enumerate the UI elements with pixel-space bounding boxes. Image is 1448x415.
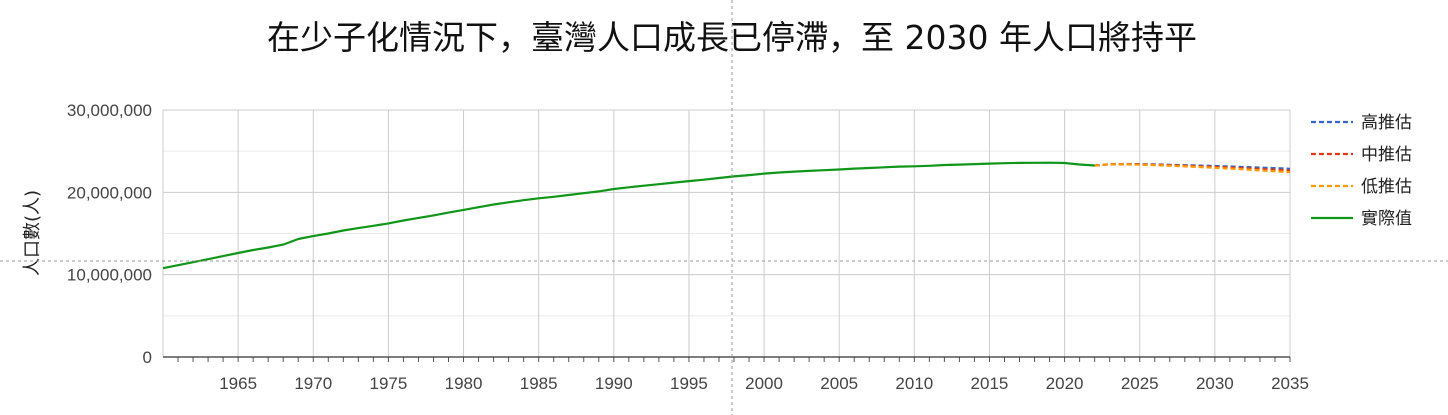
x-tick-label: 2035 [1271, 374, 1309, 393]
x-tick-label: 2000 [745, 374, 783, 393]
legend-label: 中推估 [1361, 145, 1412, 165]
x-tick-label: 2020 [1046, 374, 1084, 393]
y-tick-label: 10,000,000 [67, 266, 152, 285]
y-tick-label: 0 [143, 348, 152, 367]
grid [162, 109, 1291, 357]
legend-label: 低推估 [1361, 177, 1412, 197]
x-tick-label: 1975 [369, 374, 407, 393]
x-tick-label: 1970 [294, 374, 332, 393]
legend-label: 實際值 [1361, 209, 1412, 229]
x-tick-label: 1980 [445, 374, 483, 393]
x-tick-label: 1990 [595, 374, 633, 393]
x-tick-label: 2010 [895, 374, 933, 393]
legend-label: 高推估 [1361, 113, 1412, 133]
series-line-低推估 [1094, 163, 1291, 174]
x-tick-label: 2030 [1196, 374, 1234, 393]
axes: 0 10,000,000 20,000,000 30,000,000 1965 1970 1… [67, 101, 1309, 393]
series-line-實際值 [162, 161, 1095, 270]
y-tick-label: 30,000,000 [67, 101, 152, 120]
x-tick-label: 1995 [670, 374, 708, 393]
y-tick-label: 20,000,000 [67, 183, 152, 202]
y-axis-label: 人口數(人) [22, 190, 43, 276]
x-tick-label: 2005 [820, 374, 858, 393]
x-tick-label: 1985 [520, 374, 558, 393]
x-tick-label: 2025 [1121, 374, 1159, 393]
x-tick-label: 2015 [971, 374, 1009, 393]
series-lines [162, 161, 1291, 270]
x-tick-label: 1965 [219, 374, 257, 393]
